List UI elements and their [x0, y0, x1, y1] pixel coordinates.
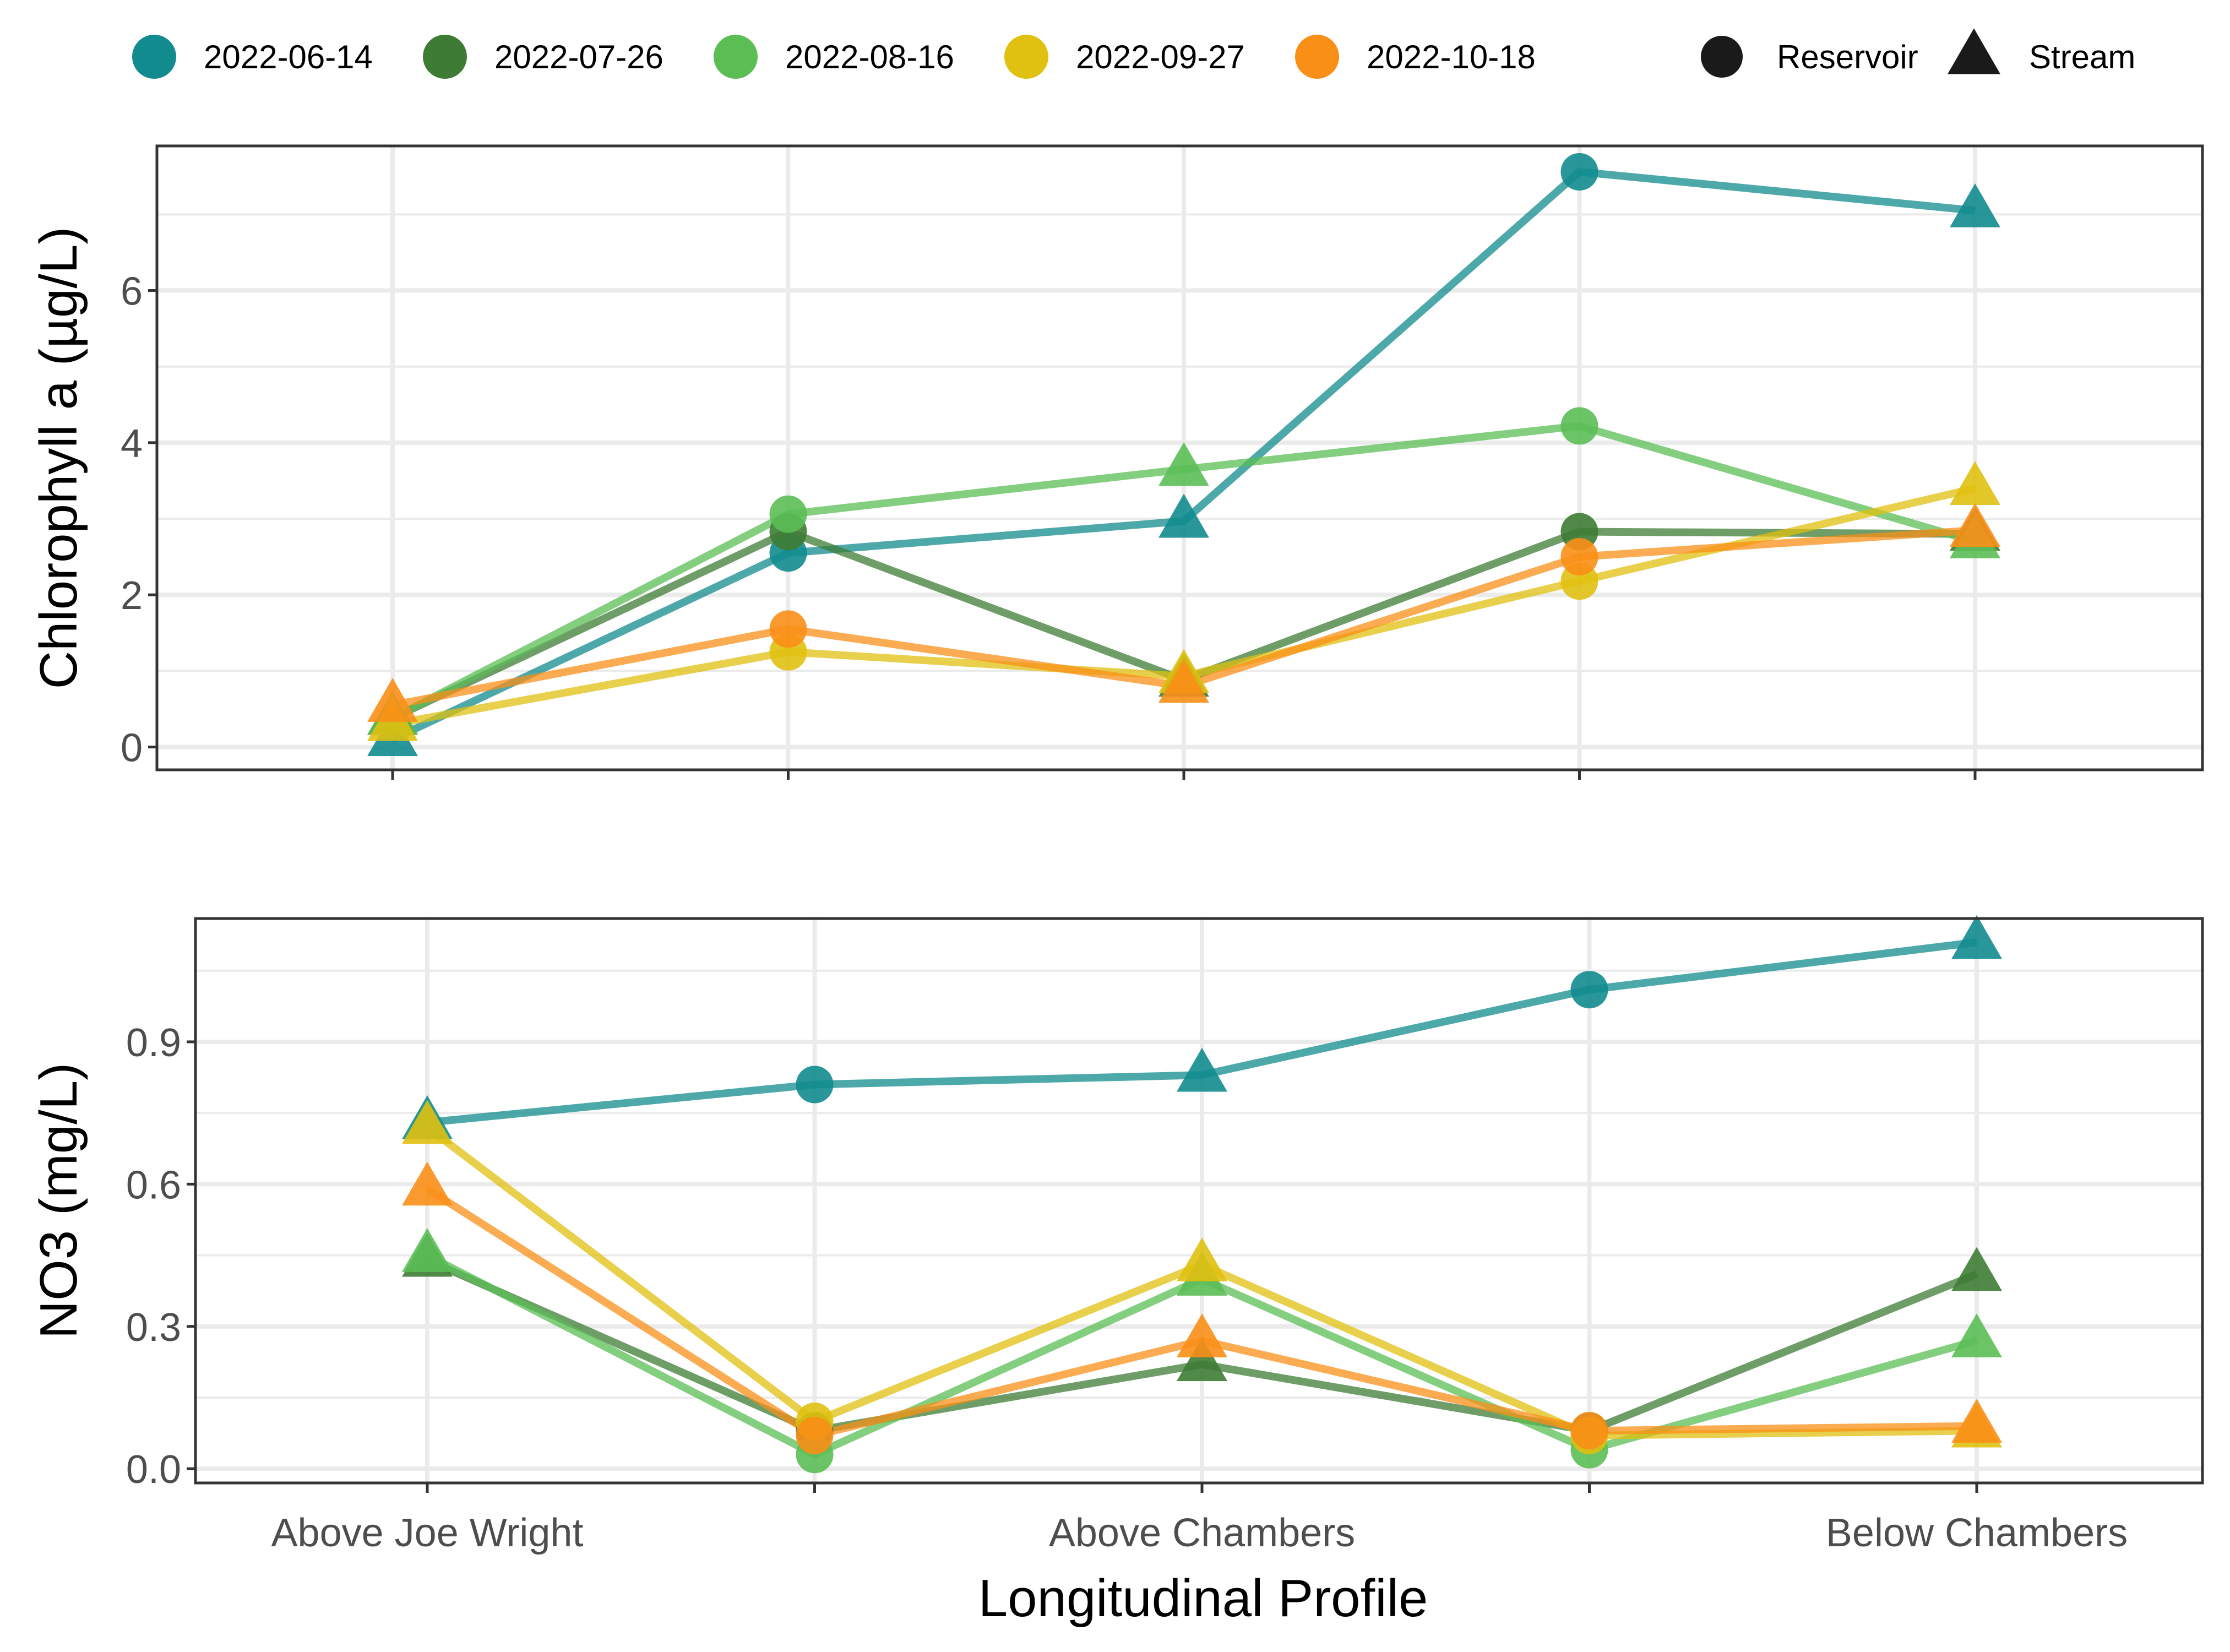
legend-swatch-2022-06-14	[132, 35, 176, 79]
data-point-2022-08-16-3	[1560, 407, 1598, 445]
x-axis-title: Longitudinal Profile	[978, 1569, 1428, 1628]
data-point-2022-06-14-3	[1560, 153, 1598, 191]
data-point-2022-07-26-4	[1951, 1247, 2002, 1291]
no3-panel: 0.0 0.3 0.6 0.9 Above Joe Wright Above Chambe…	[29, 915, 2204, 1555]
data-point-2022-09-27-4	[1950, 461, 2000, 506]
legend-label-reservoir: Reservoir	[1777, 39, 1918, 75]
y-tick-label: 6	[121, 270, 143, 314]
legend-label-stream: Stream	[2029, 39, 2135, 75]
legend-shape-circle	[1701, 36, 1743, 78]
data-point-2022-08-16-1	[769, 495, 807, 533]
data-point-2022-09-27-2	[1177, 1237, 1227, 1282]
data-point-2022-08-16-2	[1158, 442, 1209, 486]
data-point-2022-08-16-0	[402, 1228, 453, 1272]
y-axis-title: Chlorophyll a (µg/L)	[29, 227, 88, 689]
data-point-2022-10-18-1	[769, 610, 807, 648]
data-point-2022-07-26-2	[1177, 1337, 1227, 1381]
legend-shape-triangle	[1948, 28, 2000, 74]
panel-border	[194, 917, 2204, 1485]
legend-label-2022-09-27: 2022-09-27	[1076, 39, 1245, 75]
y-tick-label: 0.3	[126, 1306, 181, 1350]
data-point-2022-10-18-4	[1951, 1399, 2002, 1443]
legend-label-2022-07-26: 2022-07-26	[494, 39, 663, 75]
data-point-2022-06-14-1	[796, 1066, 834, 1104]
x-tick-label: Above Chambers	[1049, 1511, 1355, 1555]
x-tick-label: Below Chambers	[1826, 1511, 2128, 1555]
data-point-2022-10-18-0	[402, 1161, 453, 1206]
y-tick-label: 0.6	[126, 1163, 181, 1207]
data-point-2022-10-18-3	[1560, 538, 1598, 576]
legend: 2022-06-14 2022-07-26 2022-08-16 2022-09-27…	[132, 28, 2135, 79]
legend-label-2022-08-16: 2022-08-16	[785, 39, 954, 75]
data-point-2022-10-18-4	[1950, 503, 2000, 547]
panel-border	[155, 144, 2204, 771]
chlorophyll-panel: 0 2 4 6 Chlorophyll a (µg/L)	[29, 144, 2204, 780]
data-point-2022-10-18-1	[796, 1416, 834, 1454]
legend-label-2022-10-18: 2022-10-18	[1367, 39, 1536, 75]
legend-swatch-2022-09-27	[1004, 35, 1048, 79]
y-tick-label: 0.0	[126, 1448, 181, 1492]
y-tick-label: 4	[121, 422, 143, 466]
data-point-2022-06-14-4	[1951, 915, 2002, 959]
data-point-2022-10-18-2	[1158, 659, 1209, 703]
data-point-2022-10-18-2	[1177, 1313, 1227, 1357]
data-point-2022-09-27-0	[402, 1100, 453, 1144]
y-tick-label: 0.9	[126, 1021, 181, 1065]
data-point-2022-10-18-3	[1570, 1412, 1608, 1450]
data-point-2022-06-14-4	[1950, 183, 2000, 227]
data-point-2022-06-14-2	[1177, 1047, 1227, 1092]
data-point-2022-06-14-3	[1570, 971, 1608, 1009]
legend-label-2022-06-14: 2022-06-14	[204, 39, 373, 75]
y-tick-label: 2	[121, 574, 143, 618]
data-point-2022-10-18-0	[367, 678, 418, 722]
data-point-2022-08-16-4	[1951, 1313, 2002, 1357]
legend-swatch-2022-08-16	[714, 35, 758, 79]
data-point-2022-06-14-2	[1158, 493, 1209, 538]
legend-swatch-2022-10-18	[1295, 35, 1339, 79]
legend-swatch-2022-07-26	[423, 35, 467, 79]
x-tick-label: Above Joe Wright	[271, 1511, 584, 1555]
y-axis-title: NO3 (mg/L)	[29, 1063, 88, 1339]
y-tick-label: 0	[121, 726, 143, 770]
